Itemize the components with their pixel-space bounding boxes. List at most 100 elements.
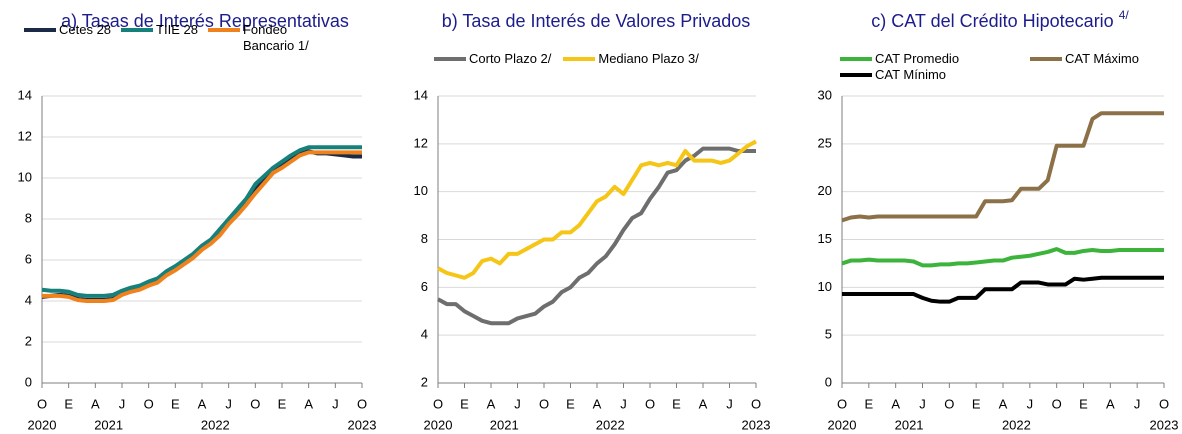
x-tick-label: A [999,396,1008,411]
y-tick-label: 0 [825,374,832,389]
year-label: 2021 [94,417,123,432]
y-tick-label: 0 [25,374,32,389]
x-tick-label: A [487,396,496,411]
legend: Corto Plazo 2/Mediano Plazo 3/ [434,51,804,67]
year-label: 2020 [424,417,453,432]
x-tick-label: O [144,396,154,411]
y-tick-label: 4 [25,292,32,307]
series-line [41,149,362,302]
x-tick-label: J [332,396,339,411]
legend-item: CAT Promedio [840,51,1030,67]
legend-swatch [207,28,240,32]
year-label: 2022 [201,417,230,432]
legend-label: Cetes 28 [59,22,112,37]
x-tick-label: O [357,396,367,411]
year-label: 2021 [490,417,519,432]
legend: Cetes 28 TIIE 28 Fondeo Bancario 1/ [24,22,394,54]
y-tick-label: 14 [414,87,428,102]
legend-label: CAT Mínimo [875,67,947,82]
x-tick-label: O [944,396,954,411]
series-line [437,146,756,326]
x-tick-label: O [433,396,443,411]
series-line [437,139,757,280]
x-tick-label: O [37,396,47,411]
legend-swatch [24,28,56,32]
y-tick-label: 10 [18,169,32,184]
x-tick-label: A [593,396,602,411]
y-tick-label: 12 [414,135,428,150]
x-tick-label: A [304,396,313,411]
legend-label: CAT Máximo [1065,51,1139,66]
legend-item: Fondeo Bancario 1/ [207,22,318,54]
y-tick-label: 10 [818,279,832,294]
x-tick-label: O [1159,396,1169,411]
y-tick-label: 2 [25,333,32,348]
x-tick-label: J [225,396,232,411]
legend-swatch [840,73,872,77]
x-tick-label: O [837,396,847,411]
series-line [841,247,1164,268]
chart-title: c) CAT del Crédito Hipotecario 4/ [871,8,1129,31]
series-line [841,111,1164,223]
legend-label: Mediano Plazo 3/ [598,51,699,66]
legend-swatch [434,57,466,61]
x-tick-label: A [91,396,100,411]
x-tick-label: A [699,396,708,411]
y-tick-label: 25 [818,135,832,150]
year-label: 2022 [1002,417,1031,432]
year-label: 2020 [828,417,857,432]
x-tick-label: E [864,396,873,411]
chart-title-text: c) CAT del Crédito Hipotecario [871,11,1113,31]
y-tick-label: 5 [825,327,832,342]
y-tick-label: 30 [818,87,832,102]
legend-item: CAT Máximo [1030,51,1170,67]
y-tick-label: 6 [421,279,428,294]
chart-title: b) Tasa de Interés de Valores Privados [442,11,751,31]
legend-item: CAT Mínimo [840,67,1030,83]
legend-swatch [121,28,154,32]
x-tick-label: O [751,396,761,411]
x-tick-label: J [726,396,733,411]
legend-swatch [563,57,596,61]
legend-label: CAT Promedio [875,51,960,66]
legend-label: TIIE 28 [156,22,198,37]
year-label: 2020 [28,417,57,432]
year-label: 2021 [895,417,924,432]
y-tick-label: 4 [421,327,428,342]
x-tick-label: A [198,396,207,411]
y-tick-label: 14 [18,87,32,102]
x-tick-label: J [1027,396,1034,411]
x-tick-label: E [64,396,73,411]
legend-swatch [840,57,872,61]
x-tick-label: A [891,396,900,411]
x-tick-label: J [1134,396,1141,411]
legend-item: Cetes 28 [24,22,111,54]
legend-swatch [1030,57,1062,61]
x-tick-label: O [250,396,260,411]
x-tick-label: O [539,396,549,411]
chart-title-text: b) Tasa de Interés de Valores Privados [442,11,751,31]
x-tick-label: E [460,396,469,411]
series-line [842,275,1164,304]
series-line [42,150,362,303]
x-tick-label: E [1079,396,1088,411]
y-tick-label: 8 [25,210,32,225]
x-tick-label: O [1052,396,1062,411]
y-tick-label: 12 [18,128,32,143]
title-note: 4/ [1119,8,1130,22]
legend-label: Fondeo Bancario 1/ [242,22,309,53]
x-tick-label: E [278,396,287,411]
x-tick-label: E [672,396,681,411]
x-tick-label: J [620,396,627,411]
y-tick-label: 20 [818,183,832,198]
year-label: 2023 [348,417,377,432]
y-tick-label: 6 [25,251,32,266]
legend-label: Corto Plazo 2/ [469,51,552,66]
x-tick-label: J [514,396,521,411]
x-tick-label: J [119,396,126,411]
legend-item: Corto Plazo 2/ [434,51,551,67]
chart-title: a) Tasas de Interés Representativas [61,11,349,31]
x-tick-label: E [171,396,180,411]
chart-title-text: a) Tasas de Interés Representativas [61,11,349,31]
